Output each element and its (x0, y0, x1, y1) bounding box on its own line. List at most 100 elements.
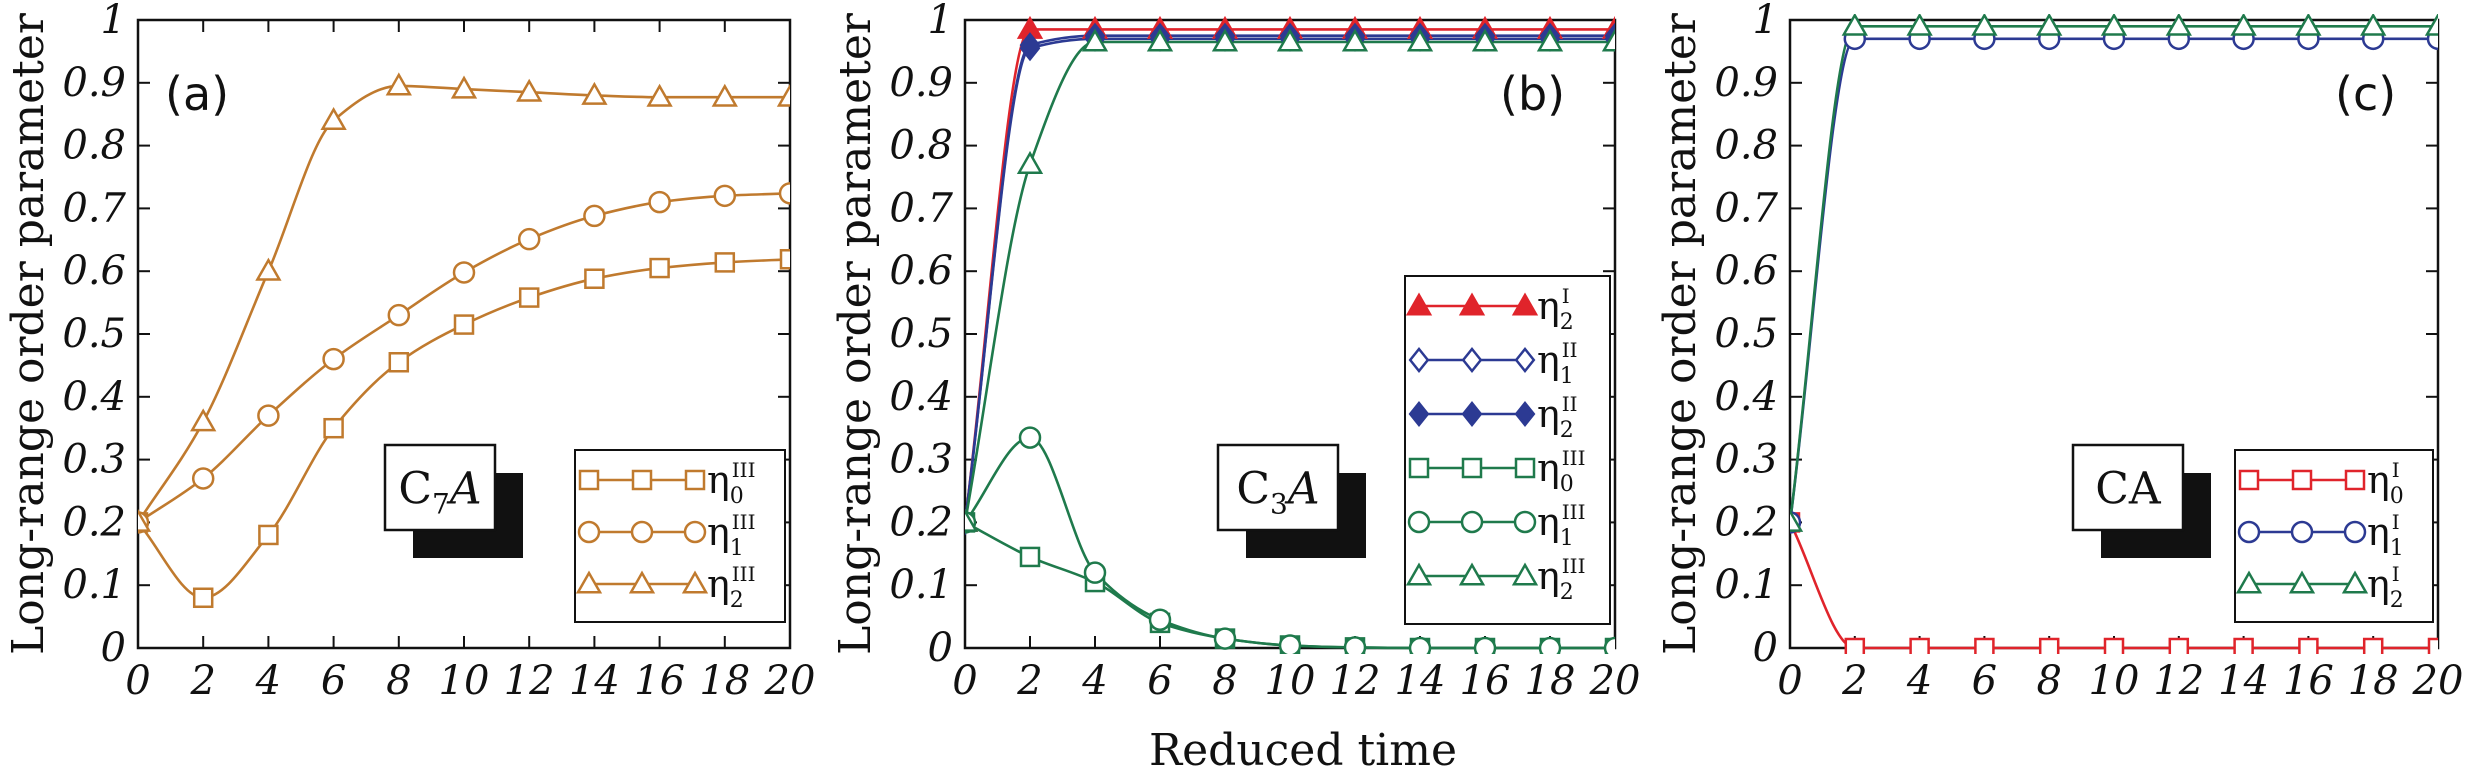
data-point-2-3 (320, 106, 347, 130)
y-tick-label: 0.2 (1714, 499, 1778, 545)
y-tick-label: 0.8 (889, 123, 953, 169)
data-point-2-6 (516, 78, 543, 102)
y-tick-label: 0.9 (889, 60, 953, 106)
data-point-0-1 (192, 587, 214, 609)
y-tick-label: 0.5 (62, 311, 126, 357)
data-point-0-9 (714, 252, 736, 273)
legend-box (574, 449, 786, 623)
y-tick-label: 0.7 (889, 185, 953, 231)
legend-entry-label: η2I (2367, 562, 2404, 613)
data-point-2-6 (2165, 14, 2192, 36)
y-tick-label: 0.2 (889, 499, 953, 545)
x-tick-label: 10 (1265, 658, 1316, 704)
legend-marker-2-0 (575, 570, 603, 594)
y-tick-label: 0.6 (62, 248, 126, 294)
compound-box (1216, 443, 1340, 532)
legend-marker-1-2 (1514, 346, 1536, 374)
y-tick-label: 1 (101, 0, 126, 43)
y-axis-label: Long-range order parameter (1655, 12, 1706, 655)
legend-marker-1-1 (630, 520, 654, 544)
x-tick-label: 12 (2153, 658, 2204, 704)
legend-entry-label: η0I (2367, 458, 2404, 509)
data-point-3-1 (1019, 546, 1041, 568)
x-tick-label: 12 (1330, 658, 1381, 704)
data-point-2-0 (1790, 508, 1804, 532)
legend-marker-4-2 (1513, 510, 1537, 534)
data-point-1-3 (322, 347, 345, 371)
legend-marker-1-0 (1408, 346, 1430, 374)
data-point-2-1 (1019, 35, 1041, 62)
x-tick-label: 8 (2036, 658, 2061, 704)
legend-marker-5-0 (1405, 562, 1433, 586)
legend-box (1404, 275, 1611, 625)
x-tick-label: 4 (1906, 658, 1932, 704)
data-point-2-8 (646, 83, 673, 107)
data-point-4-1 (1018, 426, 1042, 449)
x-tick-label: 10 (2089, 658, 2140, 704)
legend-entry-label: η2II (1537, 392, 1578, 443)
y-tick-label: 1 (928, 0, 953, 43)
plot-frame (136, 18, 792, 650)
data-point-2-4 (2036, 14, 2063, 36)
data-point-4-8 (1473, 636, 1497, 654)
y-tick-label: 1 (1753, 0, 1778, 43)
y-tick-label: 0.3 (62, 437, 126, 483)
data-point-2-4 (385, 72, 412, 96)
data-point-0-2 (258, 524, 279, 546)
legend-entry-label: η2I (1537, 284, 1574, 335)
data-point-5-3 (1146, 28, 1174, 52)
y-tick-label: 0.3 (1714, 437, 1778, 483)
panel-c-chart: 00.10.20.30.40.50.60.70.80.910 2 4 6 8 10 12 14… (1655, 0, 2463, 704)
legend-marker-2-0 (1408, 400, 1430, 428)
y-tick-label: 0.1 (1714, 562, 1778, 608)
data-point-4-4 (1213, 627, 1237, 650)
data-point-1-8 (648, 190, 671, 214)
x-tick-label: 14 (569, 658, 620, 704)
y-tick-label: 0.9 (62, 60, 126, 106)
compound-label: CA (2095, 464, 2162, 515)
data-point-5-6 (1341, 28, 1369, 52)
data-point-2-10 (2424, 14, 2438, 36)
y-axis-label: Long-range order parameter (830, 12, 881, 655)
data-point-2-7 (2230, 14, 2257, 36)
data-point-0-4 (388, 352, 410, 373)
data-point-0-5 (453, 314, 475, 335)
legend-entry-label: η0III (707, 458, 755, 509)
legend-marker-1-1 (2290, 520, 2314, 544)
y-tick-label: 0.1 (889, 562, 953, 608)
y-tick-label: 0.4 (1714, 374, 1778, 420)
data-point-5-5 (1276, 28, 1304, 52)
data-point-0-8 (2298, 637, 2319, 654)
data-point-4-10 (1603, 636, 1615, 654)
y-tick-label: 0.4 (889, 374, 953, 420)
legend-marker-5-1 (1458, 562, 1486, 586)
legend-marker-5-2 (1511, 562, 1539, 586)
x-tick-label: 2 (1841, 658, 1867, 704)
data-point-2-9 (711, 83, 738, 107)
data-point-2-5 (2100, 14, 2128, 36)
panel-label: (a) (165, 67, 229, 121)
x-tick-label: 18 (1525, 658, 1576, 704)
legend-entry-label: η1III (707, 510, 755, 561)
data-point-2-8 (2295, 14, 2322, 36)
data-point-2-2 (255, 257, 282, 281)
data-point-1-1 (191, 467, 215, 490)
y-tick-label: 0 (1753, 625, 1778, 671)
data-point-2-0 (138, 508, 152, 532)
data-point-5-8 (1471, 28, 1499, 52)
series-group (138, 72, 790, 609)
x-tick-label: 20 (2412, 658, 2464, 704)
panel-b-chart: 00.10.20.30.40.50.60.70.80.910 2 4 6 8 10 12 14… (830, 0, 1640, 704)
data-point-0-10 (779, 249, 790, 270)
series-line-square-0 (138, 258, 790, 600)
data-point-4-7 (1408, 636, 1432, 654)
x-tick-label: 6 (1972, 658, 1997, 704)
legend-box (2234, 449, 2434, 623)
legend-marker-0-1 (2291, 469, 2313, 491)
data-point-2-1 (1841, 14, 1868, 36)
legend-marker-3-1 (1461, 457, 1483, 479)
legend-entry-label: η0III (1537, 446, 1585, 497)
data-point-0-9 (2362, 637, 2384, 654)
x-tick-label: 8 (1212, 658, 1237, 704)
